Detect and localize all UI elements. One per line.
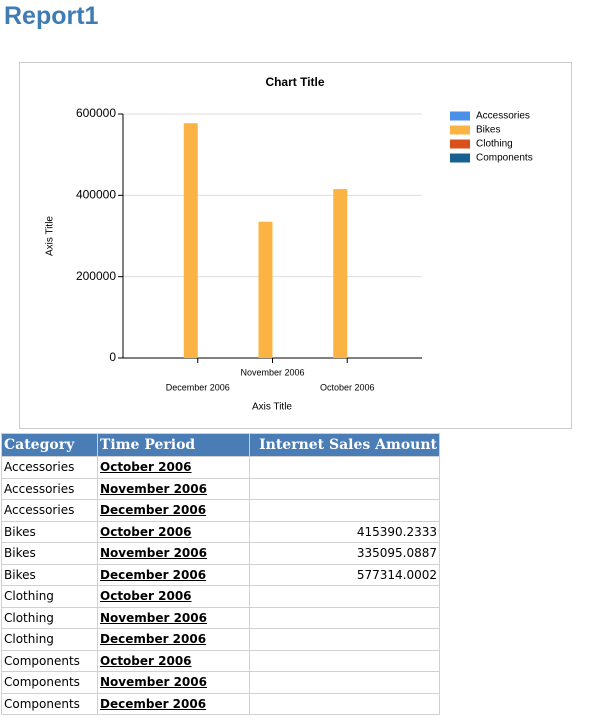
category-cell: Components <box>1 671 98 694</box>
header-row: Category Time Period Internet Sales Amount <box>1 433 440 457</box>
period-link[interactable]: November 2006 <box>97 671 250 694</box>
amount-cell <box>249 671 440 694</box>
legend-label: Components <box>476 153 533 164</box>
period-link[interactable]: December 2006 <box>97 499 250 522</box>
column-header: Time Period <box>97 433 250 457</box>
amount-cell: 415390.2333 <box>249 520 440 543</box>
table-row: Accessories December 2006 <box>1 499 440 522</box>
bar <box>258 221 273 358</box>
table-row: Clothing October 2006 <box>1 585 440 608</box>
table-row: Bikes December 2006 577314.0002 <box>1 563 440 586</box>
chart-title: Chart Title <box>265 75 324 89</box>
period-link[interactable]: November 2006 <box>97 542 250 565</box>
period-link[interactable]: December 2006 <box>97 563 250 586</box>
category-cell: Components <box>1 649 98 672</box>
amount-cell <box>249 649 440 672</box>
bar <box>333 189 348 358</box>
table-body: Accessories October 2006 Accessories Novemb… <box>1 456 440 715</box>
y-tick-label: 400000 <box>76 188 116 202</box>
category-cell: Clothing <box>1 606 98 629</box>
amount-cell <box>249 477 440 500</box>
table-row: Clothing December 2006 <box>1 628 440 651</box>
category-cell: Accessories <box>1 456 98 479</box>
category-cell: Clothing <box>1 585 98 608</box>
legend-label: Bikes <box>476 125 500 136</box>
chart: Chart Title Axis Title Axis Title 0 20000… <box>19 62 572 429</box>
chart-frame <box>19 62 572 429</box>
category-cell: Accessories <box>1 477 98 500</box>
x-axis-title: Axis Title <box>252 402 292 413</box>
category-cell: Bikes <box>1 563 98 586</box>
category-cell: Bikes <box>1 520 98 543</box>
amount-cell <box>249 585 440 608</box>
y-tick-label: 600000 <box>76 106 116 120</box>
period-link[interactable]: October 2006 <box>97 456 250 479</box>
report-title: Report1 <box>4 2 99 30</box>
table-row: Components November 2006 <box>1 671 440 694</box>
legend-swatch <box>450 125 470 135</box>
bar <box>183 123 198 358</box>
legend-label: Accessories <box>476 111 530 122</box>
period-link[interactable]: November 2006 <box>97 606 250 629</box>
table-row: Components December 2006 <box>1 692 440 715</box>
period-link[interactable]: October 2006 <box>97 649 250 672</box>
column-header: Internet Sales Amount <box>249 433 440 457</box>
period-link[interactable]: October 2006 <box>97 520 250 543</box>
amount-cell <box>249 606 440 629</box>
legend-label: Clothing <box>476 139 513 150</box>
amount-cell <box>249 499 440 522</box>
period-link[interactable]: December 2006 <box>97 692 250 715</box>
y-axis-title: Axis Title <box>45 216 56 256</box>
x-tick-label: October 2006 <box>320 382 375 392</box>
amount-cell <box>249 692 440 715</box>
x-tick-label: December 2006 <box>166 382 230 392</box>
amount-cell <box>249 456 440 479</box>
legend-swatch <box>450 153 470 163</box>
table-row: Bikes November 2006 335095.0887 <box>1 542 440 565</box>
table-row: Accessories November 2006 <box>1 477 440 500</box>
category-cell: Accessories <box>1 499 98 522</box>
period-link[interactable]: October 2006 <box>97 585 250 608</box>
category-cell: Bikes <box>1 542 98 565</box>
data-table: Category Time Period Internet Sales Amount… <box>1 433 440 715</box>
category-cell: Components <box>1 692 98 715</box>
table-row: Accessories October 2006 <box>1 456 440 479</box>
y-tick-label: 0 <box>109 350 116 364</box>
amount-cell <box>249 628 440 651</box>
legend-swatch <box>450 111 470 121</box>
table-row: Clothing November 2006 <box>1 606 440 629</box>
period-link[interactable]: November 2006 <box>97 477 250 500</box>
legend-swatch <box>450 139 470 149</box>
column-header: Category <box>1 433 98 457</box>
y-tick-label: 200000 <box>76 269 116 283</box>
period-link[interactable]: December 2006 <box>97 628 250 651</box>
table-row: Bikes October 2006 415390.2333 <box>1 520 440 543</box>
table-row: Components October 2006 <box>1 649 440 672</box>
amount-cell: 335095.0887 <box>249 542 440 565</box>
x-tick-label: November 2006 <box>240 367 304 377</box>
category-cell: Clothing <box>1 628 98 651</box>
amount-cell: 577314.0002 <box>249 563 440 586</box>
